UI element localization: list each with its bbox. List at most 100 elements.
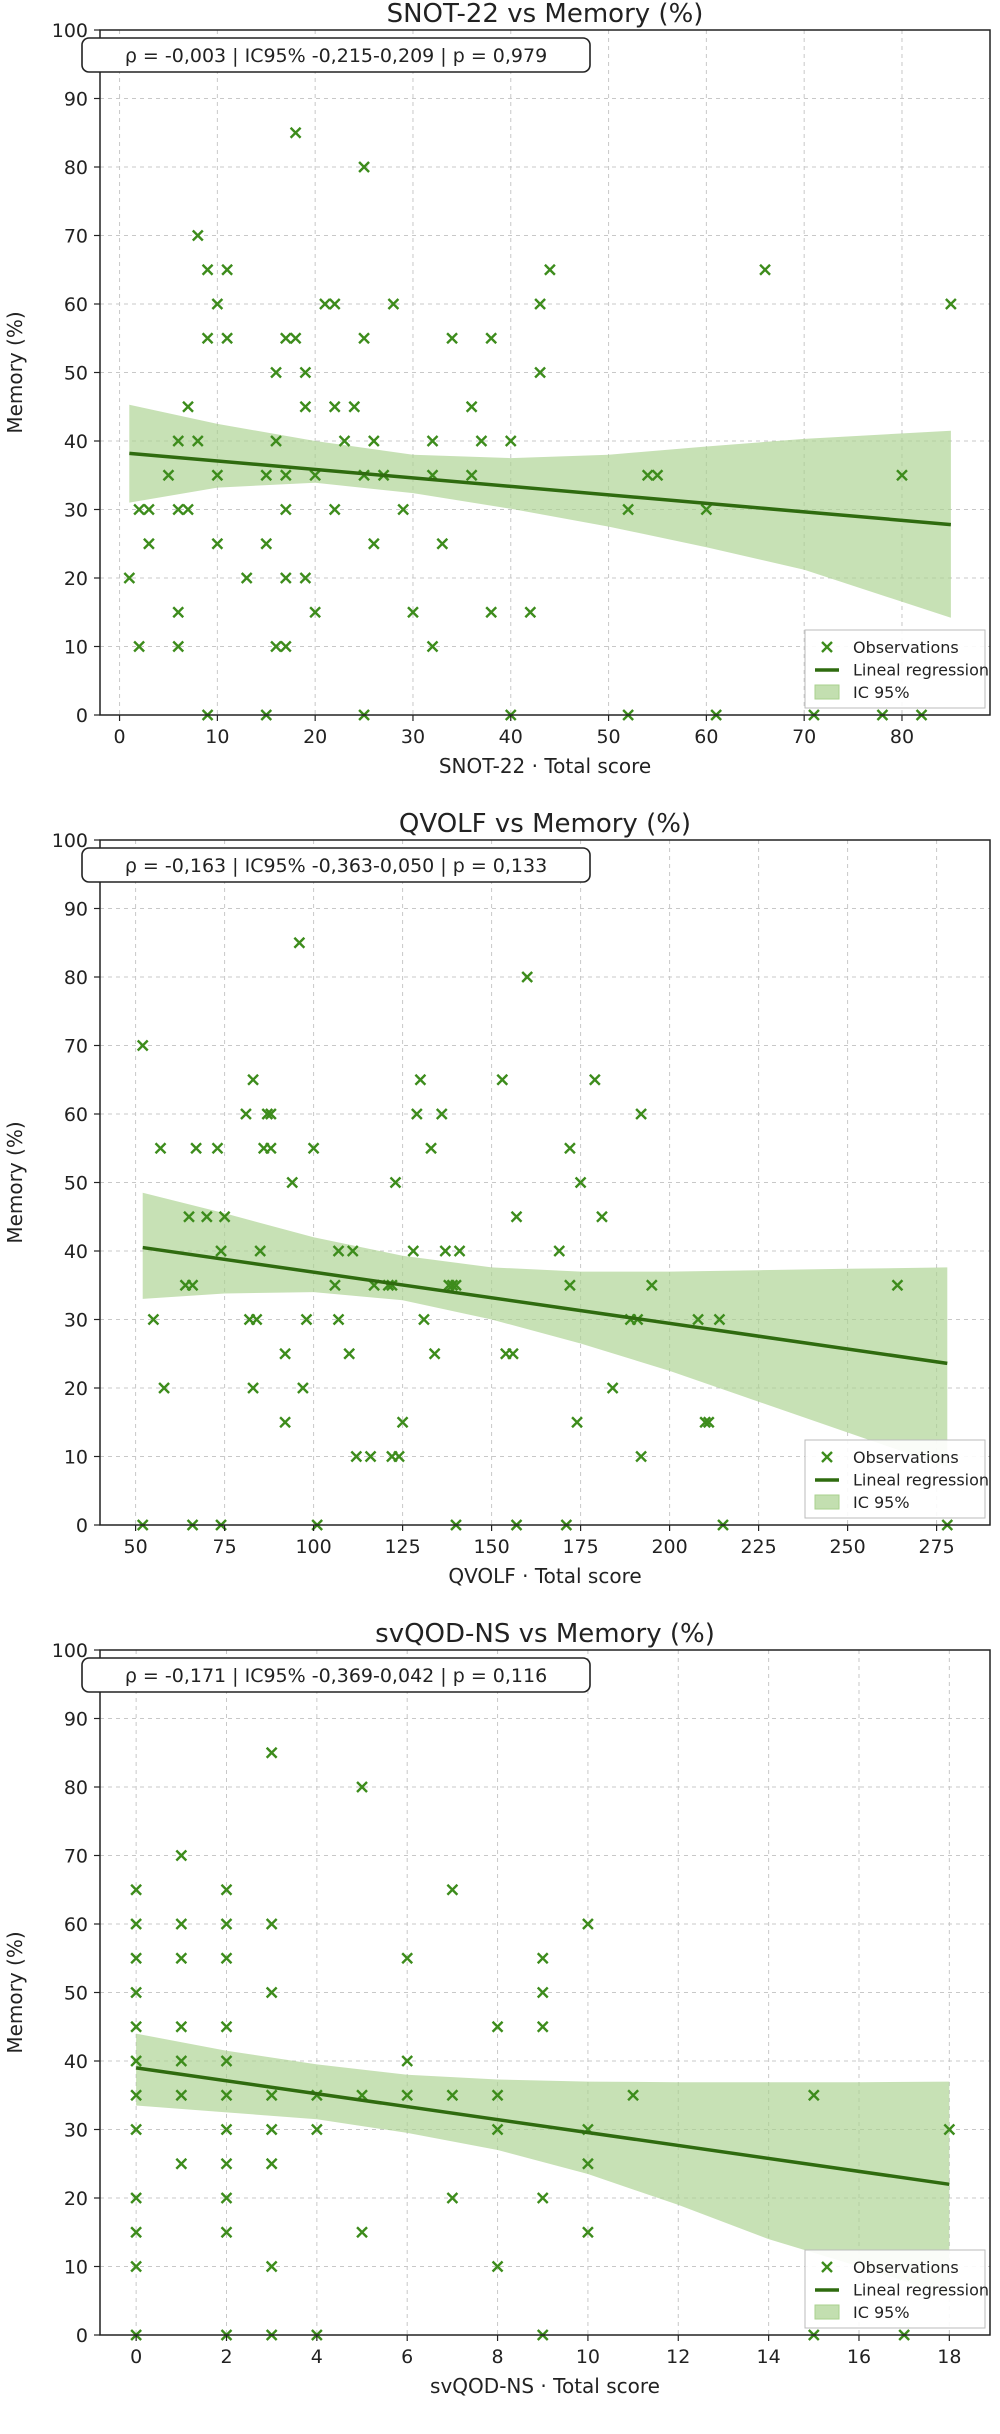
- legend-label: Lineal regression: [853, 1471, 989, 1490]
- y-tick-label: 20: [64, 2188, 88, 2210]
- data-point: [130, 2123, 142, 2136]
- data-point: [453, 1245, 466, 1257]
- data-point: [220, 2226, 233, 2239]
- data-point: [175, 1918, 188, 1930]
- y-axis-label: Memory (%): [3, 1121, 27, 1243]
- data-point: [299, 366, 312, 379]
- data-point: [265, 1986, 278, 1999]
- y-tick-label: 90: [64, 89, 88, 111]
- chart-title: SNOT-22 vs Memory (%): [387, 0, 704, 29]
- y-axis-label: Memory (%): [3, 1931, 27, 2053]
- data-point: [504, 435, 517, 447]
- data-point: [270, 640, 282, 653]
- y-tick-label: 10: [64, 637, 88, 659]
- data-point: [491, 2260, 504, 2273]
- data-point: [425, 1142, 437, 1155]
- data-point: [807, 2089, 820, 2102]
- regression-line: [135, 2066, 950, 2187]
- y-tick-label: 0: [76, 705, 88, 727]
- data-point: [582, 2157, 594, 2170]
- stats-text: ρ = -0,163 | IC95% -0,363-0,050 | p = 0,…: [125, 855, 547, 877]
- data-point: [218, 1210, 231, 1223]
- data-point: [588, 1073, 601, 1086]
- data-point: [182, 400, 194, 413]
- legend-marker-observations: [821, 2261, 833, 2273]
- data-point: [343, 1347, 356, 1360]
- legend-marker-observations: [821, 1451, 833, 1463]
- data-point: [191, 229, 204, 242]
- y-axis-label: Memory (%): [3, 311, 27, 433]
- data-point: [191, 435, 204, 447]
- data-point: [279, 503, 292, 516]
- data-point: [215, 1245, 227, 1257]
- stats-box: [81, 37, 591, 73]
- data-point: [211, 1142, 224, 1155]
- data-point: [182, 503, 194, 516]
- data-point: [436, 537, 449, 550]
- data-point: [265, 1918, 278, 1930]
- data-point: [401, 2055, 414, 2067]
- data-point: [309, 606, 322, 619]
- data-point: [172, 435, 185, 447]
- data-point: [699, 1416, 712, 1429]
- data-point: [265, 1746, 278, 1759]
- data-point: [635, 1108, 647, 1120]
- data-point: [279, 640, 292, 653]
- data-point: [700, 503, 713, 516]
- x-tick-label: 80: [890, 726, 914, 748]
- data-point: [491, 2020, 504, 2033]
- data-point: [299, 572, 312, 584]
- data-point: [175, 2157, 188, 2170]
- data-point: [299, 400, 312, 413]
- data-point: [279, 469, 292, 482]
- stats-box: [81, 847, 591, 883]
- data-point: [147, 1313, 160, 1326]
- data-point: [211, 298, 224, 310]
- data-point: [260, 537, 273, 550]
- scatter-chart-svqod: svQOD-NS vs Memory (%) 0 2 4 6 8 10 12 14 16 18 0 10…: [3, 1619, 991, 2398]
- y-tick-label: 100: [52, 20, 88, 42]
- x-tick-label: 40: [499, 726, 523, 748]
- data-point: [571, 1416, 583, 1429]
- y-tick-label: 0: [76, 2325, 88, 2347]
- x-tick-label: 60: [694, 726, 718, 748]
- y-tick-label: 80: [64, 967, 88, 989]
- x-tick-label: 30: [401, 726, 425, 748]
- data-point: [446, 332, 458, 345]
- data-point: [396, 1416, 409, 1429]
- x-tick-label: 0: [114, 726, 126, 748]
- data-point: [491, 2089, 504, 2102]
- y-tick-label: 100: [52, 830, 88, 852]
- data-point: [627, 2089, 639, 2102]
- data-point: [485, 332, 498, 345]
- data-point: [133, 503, 145, 516]
- data-point: [524, 606, 537, 619]
- data-point: [270, 366, 282, 379]
- data-point: [130, 2055, 142, 2067]
- data-point: [387, 298, 400, 310]
- data-point: [240, 572, 253, 584]
- data-point: [428, 1347, 441, 1360]
- y-tick-label: 70: [64, 226, 88, 248]
- data-point: [446, 2089, 459, 2102]
- data-point: [485, 606, 498, 619]
- y-tick-label: 50: [64, 363, 88, 385]
- data-point: [338, 435, 351, 447]
- data-point: [356, 2226, 368, 2239]
- x-tick-label: 50: [596, 726, 620, 748]
- x-tick-label: 50: [124, 1536, 148, 1558]
- data-point: [407, 606, 419, 619]
- y-tick-label: 60: [64, 1104, 88, 1126]
- chart-title: svQOD-NS vs Memory (%): [375, 1620, 715, 1649]
- legend-label: Lineal regression: [853, 2281, 989, 2300]
- confidence-band: [142, 1192, 948, 1467]
- data-point: [247, 1073, 259, 1086]
- data-point: [329, 1279, 341, 1292]
- chart-panel-qvolf: QVOLF vs Memory (%) 50 75 100 125 150 175 200 22…: [0, 809, 1000, 1620]
- data-point: [596, 1210, 608, 1223]
- data-point: [130, 1986, 142, 1999]
- data-point: [221, 263, 233, 276]
- x-tick-label: 20: [303, 726, 327, 748]
- y-tick-label: 50: [64, 1983, 88, 2005]
